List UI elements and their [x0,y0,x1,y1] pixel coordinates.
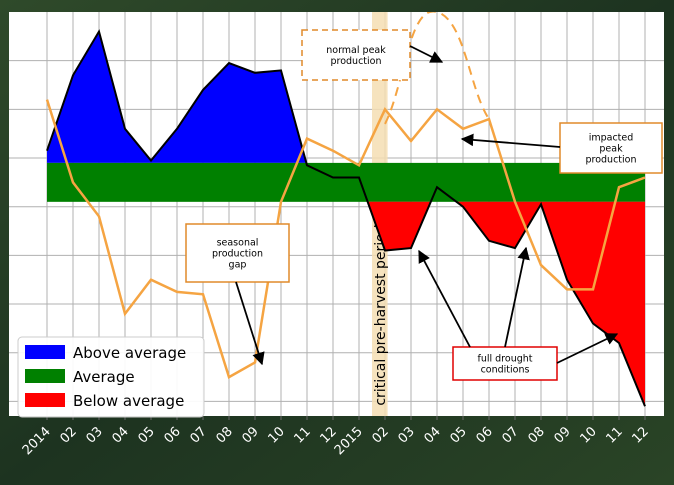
below-average-fill [47,201,645,407]
annotation-seasonal-gap-box [185,223,290,283]
legend-swatch [25,345,65,359]
legend-label: Below average [73,392,184,410]
production-line [45,99,646,379]
legend-label: Average [73,368,135,386]
annotation-impacted-peak-text-line: impacted [589,133,634,144]
legend: Above average Average Below average [17,336,205,418]
annotation-seasonal-gap-text-line: seasonal [217,238,259,249]
annotations: normal peakproductionimpactedpeakproduct… [185,29,663,381]
index-fills [47,31,645,407]
legend-swatch [25,393,65,407]
legend-swatch [25,369,65,383]
arrow-impacted-peak [460,133,561,148]
above-average-fill [47,31,645,163]
critical-period-label: critical pre-harvest period [373,224,389,405]
annotation-impacted-peak-text-line: production [585,155,636,166]
index-line [46,28,646,407]
annotation-impacted-peak-text-line: peak [599,144,623,155]
arrow-drought-3 [556,333,619,364]
annotation-drought-text-line: full drought [477,354,532,365]
normal-peak-dashed-line [384,12,490,125]
series-lines [45,12,646,407]
annotation-normal-peak-box [301,29,411,81]
average-band-fill [47,162,645,202]
arrow-drought-2 [504,246,530,348]
annotation-impacted-peak-box [559,122,663,174]
annotation-drought-text-line: conditions [481,365,530,376]
arrow-normal-peak [409,45,444,63]
arrow-drought-1 [418,249,471,348]
legend-label: Above average [73,344,186,362]
annotation-normal-peak-text-line: normal peak [326,45,386,56]
annotation-seasonal-gap-text-line: gap [229,260,247,271]
arrow-seasonal-gap [235,281,265,366]
annotation-drought-box [452,346,558,381]
annotation-normal-peak-text-line: production [330,56,381,67]
annotation-seasonal-gap-text-line: production [212,249,263,260]
